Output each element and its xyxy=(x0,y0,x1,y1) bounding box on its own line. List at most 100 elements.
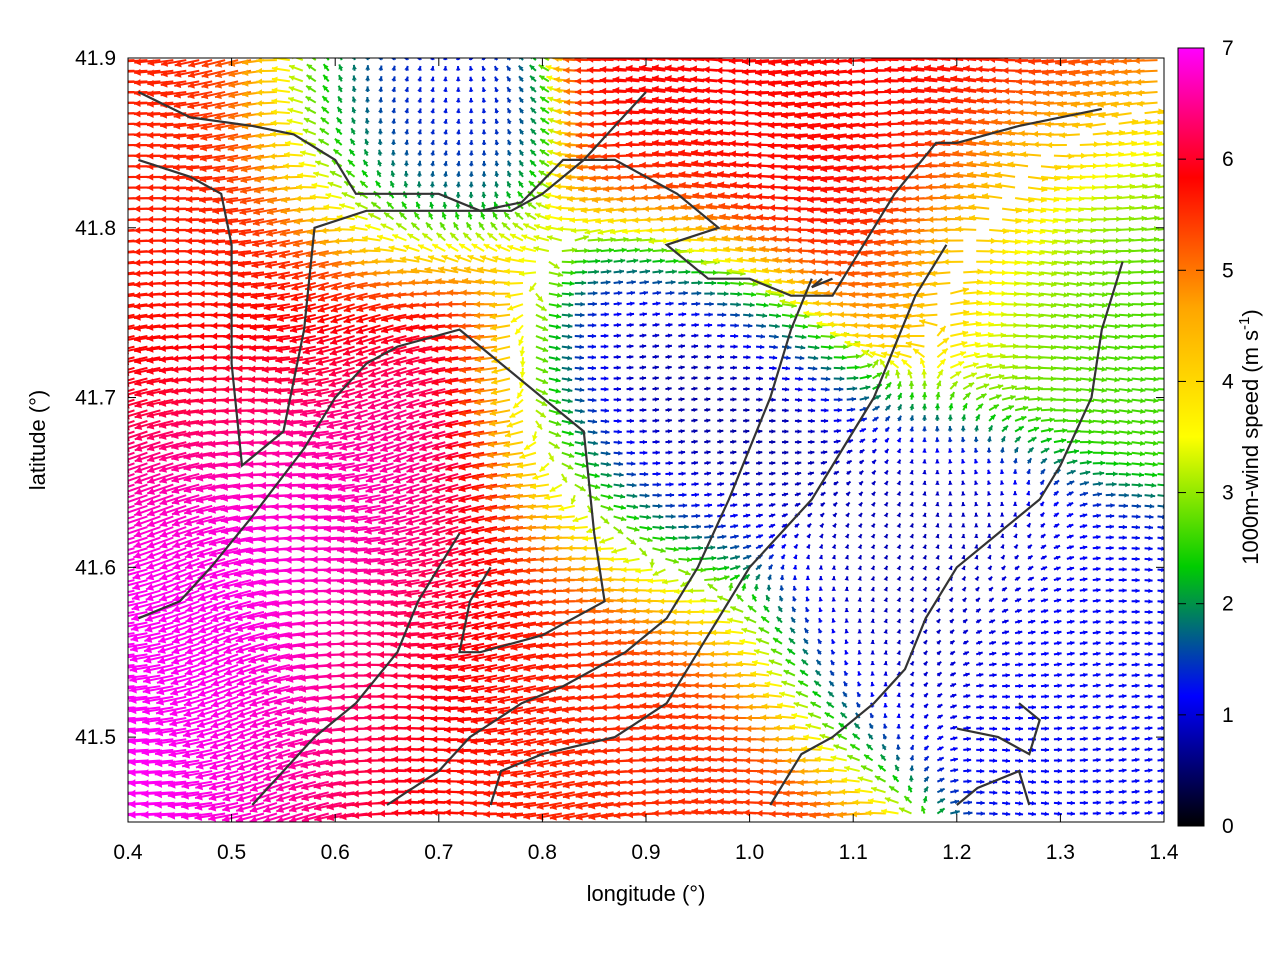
wind-arrow-head xyxy=(171,497,180,505)
wind-arrow-head xyxy=(209,762,218,771)
wind-arrow-head xyxy=(109,326,116,333)
wind-arrow-shaft xyxy=(128,473,135,478)
wind-arrow-head xyxy=(311,651,319,660)
wind-arrow-head xyxy=(211,679,220,687)
wind-arrow-head xyxy=(321,215,328,222)
wind-arrow-head xyxy=(134,519,143,528)
wind-arrow-head xyxy=(210,582,218,591)
wind-arrow-head xyxy=(291,58,294,60)
wind-arrow-shaft xyxy=(128,674,135,678)
wind-arrow-head xyxy=(285,450,293,459)
wind-arrow-head xyxy=(457,726,465,735)
wind-arrow-head xyxy=(128,716,137,725)
wind-arrow-head xyxy=(475,278,482,285)
wind-arrow-head xyxy=(201,61,209,68)
wind-arrow-head xyxy=(108,78,115,85)
wind-arrow-head xyxy=(172,530,181,538)
wind-arrow-head xyxy=(146,142,154,150)
wind-arrow-head xyxy=(324,694,332,702)
wind-arrow-head xyxy=(404,150,409,155)
wind-arrow-head xyxy=(310,576,318,585)
wind-arrow-head xyxy=(134,455,143,463)
wind-arrow-head xyxy=(377,650,385,659)
wind-arrow-head xyxy=(197,322,205,330)
wind-arrow-head xyxy=(147,509,156,517)
wind-arrow-head xyxy=(145,593,154,602)
wind-arrow-shaft xyxy=(128,536,148,545)
wind-arrow-head xyxy=(377,620,385,628)
wind-arrow-head xyxy=(365,810,373,819)
wind-arrow-head xyxy=(172,508,180,516)
wind-arrow-head xyxy=(297,620,306,628)
wind-arrow-shaft xyxy=(128,674,148,679)
wind-arrow-head xyxy=(260,407,268,416)
wind-arrow-head xyxy=(134,444,143,452)
wind-arrow-head xyxy=(377,713,385,722)
wind-arrow-head xyxy=(115,716,122,724)
wind-arrow-head xyxy=(185,237,193,245)
wind-arrow-head xyxy=(169,729,177,738)
wind-arrow-head xyxy=(430,715,438,723)
wind-arrow-head xyxy=(195,782,204,791)
wind-arrow-head xyxy=(158,388,167,396)
wind-arrow-head xyxy=(247,407,255,415)
wind-arrow-head xyxy=(197,343,205,351)
wind-arrow-head xyxy=(457,799,464,807)
wind-arrow-head xyxy=(141,779,149,788)
wind-arrow-head xyxy=(116,654,124,662)
wind-arrow-head xyxy=(159,279,166,287)
wind-arrow-head xyxy=(568,291,574,297)
wind-arrow-head xyxy=(196,741,205,749)
wind-arrow-head xyxy=(417,673,425,681)
wind-arrow-head xyxy=(224,291,231,299)
wind-arrow-head xyxy=(159,519,168,527)
wind-arrow-head xyxy=(568,302,574,308)
wind-arrow-head xyxy=(548,620,556,628)
wind-arrow-shaft xyxy=(128,303,135,307)
wind-arrow-head xyxy=(211,657,220,666)
wind-arrow-shaft xyxy=(128,653,135,657)
wind-arrow-head xyxy=(551,555,558,563)
wind-arrow-shaft xyxy=(128,292,135,296)
wind-arrow-head xyxy=(183,463,192,472)
wind-arrow-head xyxy=(481,181,487,187)
wind-arrow-head xyxy=(511,535,518,543)
wind-arrow-head xyxy=(210,353,217,362)
wind-arrow-head xyxy=(337,682,345,691)
wind-arrow-head xyxy=(390,703,398,711)
wind-arrow-head xyxy=(233,471,241,480)
wind-arrow-head xyxy=(333,238,340,245)
wind-arrow-head xyxy=(198,604,207,613)
wind-arrow-head xyxy=(128,810,136,819)
wind-arrow-head xyxy=(146,131,154,139)
wind-arrow-head xyxy=(308,205,315,212)
wind-arrow-head xyxy=(133,110,141,118)
wind-arrow-shaft xyxy=(128,409,135,414)
wind-arrow-head xyxy=(134,401,142,409)
wind-arrow-head xyxy=(159,333,166,342)
wind-arrow-head xyxy=(284,513,292,522)
wind-arrow-head xyxy=(159,194,167,202)
wind-arrow-head xyxy=(323,556,331,564)
wind-arrow-head xyxy=(159,594,168,602)
wind-arrow-head xyxy=(211,269,218,277)
wind-arrow-head xyxy=(245,482,254,490)
wind-arrow-head xyxy=(323,587,331,596)
wind-arrow-head xyxy=(147,476,155,485)
wind-arrow-head xyxy=(378,58,384,60)
wind-arrow-shaft xyxy=(531,58,537,61)
wind-arrow-head xyxy=(184,332,192,341)
wind-arrow-head xyxy=(394,291,402,299)
wind-arrow-head xyxy=(235,375,243,383)
wind-arrow-head xyxy=(284,556,292,564)
wind-arrow-head xyxy=(391,766,399,774)
wind-arrow-head xyxy=(147,90,154,98)
wind-arrow-shaft xyxy=(128,717,148,721)
wind-arrow-head xyxy=(185,562,194,570)
wind-arrow-head xyxy=(173,143,180,151)
wind-arrow-head xyxy=(159,421,167,429)
wind-arrow-head xyxy=(221,439,229,448)
wind-arrow-shaft xyxy=(128,271,135,275)
wind-arrow-head xyxy=(247,396,255,405)
wind-arrow-head xyxy=(183,387,191,395)
